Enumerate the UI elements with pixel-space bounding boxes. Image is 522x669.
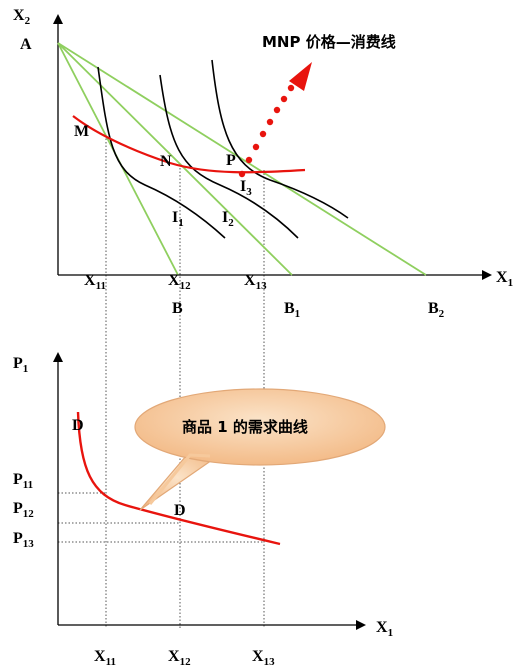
p-tick-p13: P13 bbox=[13, 530, 34, 550]
point-n-label: N bbox=[160, 153, 172, 170]
demand-label-top: D bbox=[72, 417, 84, 434]
point-m-label: M bbox=[74, 123, 89, 140]
budget-line-b1 bbox=[57, 42, 293, 276]
top-x-axis-label: X1 bbox=[496, 269, 513, 289]
point-a-label: A bbox=[20, 36, 32, 53]
demand-callout: 商品 1 的需求曲线 bbox=[134, 388, 386, 511]
top-x-tick-x13: X13 bbox=[244, 272, 267, 292]
bottom-x-axis-label: X1 bbox=[376, 619, 393, 639]
p-tick-p11: P11 bbox=[13, 471, 33, 491]
top-y-axis-label: X2 bbox=[13, 7, 31, 27]
demand-callout-text: 商品 1 的需求曲线 bbox=[182, 418, 308, 436]
indifference-curve-i3 bbox=[211, 59, 349, 219]
intercept-b1-label: B1 bbox=[284, 300, 300, 320]
bottom-x-tick-x13: X13 bbox=[252, 648, 275, 668]
indifference-curve-i1 bbox=[97, 66, 226, 239]
top-x-tick-x11: X11 bbox=[84, 272, 106, 292]
point-p-label: P bbox=[226, 152, 236, 169]
pcc-extension-arrow bbox=[238, 62, 312, 178]
price-consumption-line bbox=[72, 115, 306, 174]
intercept-b2-label: B2 bbox=[428, 300, 445, 320]
indifference-curve-i2 bbox=[159, 74, 299, 239]
demand-curve bbox=[76, 411, 281, 546]
mnp-label: MNP 价格—消费线 bbox=[262, 33, 396, 51]
bottom-panel: 商品 1 的需求曲线 P1 D D P11 P12 P13 X11 X12 X1… bbox=[13, 352, 393, 668]
bottom-y-axis-label: P1 bbox=[13, 355, 28, 375]
curve-i1-label: I1 bbox=[172, 209, 184, 229]
top-x-tick-x12: X12 bbox=[168, 272, 191, 292]
demand-label-bottom: D bbox=[174, 502, 186, 519]
budget-line-b2 bbox=[57, 42, 427, 276]
bottom-x-tick-x11: X11 bbox=[94, 648, 116, 668]
top-panel: X2 A M N P I1 I2 I3 MNP 价格—消费线 X11 X12 X… bbox=[13, 7, 513, 628]
bottom-x-tick-x12: X12 bbox=[168, 648, 191, 668]
intercept-b-label: B bbox=[172, 300, 183, 317]
curve-i3-label: I3 bbox=[240, 178, 252, 198]
p-tick-p12: P12 bbox=[13, 500, 34, 520]
curve-i2-label: I2 bbox=[222, 209, 234, 229]
